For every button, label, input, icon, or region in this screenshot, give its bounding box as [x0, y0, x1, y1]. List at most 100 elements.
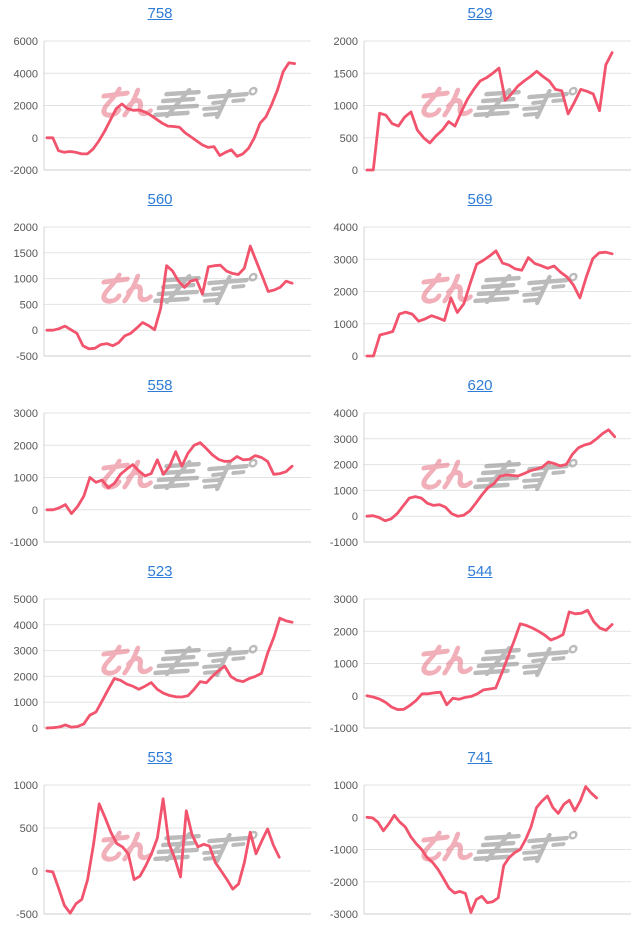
y-tick-label: 2000: [14, 101, 38, 113]
y-tick-label: 0: [32, 133, 38, 145]
chart-title-row: 558: [0, 372, 320, 401]
y-tick-label: -2000: [330, 877, 358, 889]
y-tick-label: 6000: [14, 36, 38, 48]
chart-title-link[interactable]: 758: [147, 5, 173, 22]
y-tick-label: 2000: [334, 287, 358, 299]
y-tick-label: 1000: [14, 473, 38, 485]
chart-plot: 6000 4000 2000 0 -2000: [10, 36, 311, 177]
y-tick-label: -1000: [10, 537, 38, 549]
chart-plot: 2000 1500 1000 500 0 -500: [14, 222, 311, 363]
y-tick-label: -500: [16, 351, 38, 363]
series-line: [365, 428, 617, 523]
chart-plot: 1000 0 -1000 -2000 -3000: [330, 780, 631, 921]
y-tick-label: 0: [352, 812, 358, 824]
y-tick-label: 3000: [334, 254, 358, 266]
y-tick-label: 2000: [334, 460, 358, 472]
series-line: [45, 441, 294, 515]
chart-plot: 1000 500 0 -500: [14, 780, 311, 921]
y-tick-label: 1500: [334, 68, 358, 80]
y-tick-label: 1000: [334, 485, 358, 497]
chart-title-row: 553: [0, 744, 320, 773]
y-tick-label: 1000: [14, 274, 38, 286]
y-tick-label: 0: [352, 511, 358, 523]
y-tick-label: 5000: [14, 594, 38, 606]
y-tick-label: 3000: [14, 646, 38, 658]
y-tick-label: 2000: [14, 222, 38, 234]
y-tick-label: -500: [16, 909, 38, 921]
chart-title-row: 560: [0, 186, 320, 215]
y-tick-label: 0: [352, 165, 358, 177]
y-tick-label: 3000: [334, 594, 358, 606]
chart-cell: 558 3000 2000 1000 0 -1000: [0, 372, 320, 558]
chart-title-link[interactable]: 620: [467, 377, 493, 394]
y-tick-label: 0: [32, 505, 38, 517]
chart-title-link[interactable]: 558: [147, 377, 173, 394]
chart-title-link[interactable]: 553: [147, 749, 173, 766]
y-tick-label: 0: [352, 691, 358, 703]
y-tick-label: -1000: [330, 845, 358, 857]
series-line: [365, 51, 614, 172]
watermark-logo: [100, 88, 257, 117]
y-tick-label: 0: [32, 325, 38, 337]
chart-cell: 529 2000 1500 1000 500 0: [320, 0, 640, 186]
y-tick-label: 0: [32, 866, 38, 878]
chart-title-link[interactable]: 569: [467, 191, 493, 208]
series-line: [365, 785, 599, 914]
series-line: [45, 61, 297, 158]
y-tick-label: 4000: [14, 68, 38, 80]
chart-title-row: 523: [0, 558, 320, 587]
chart-cell: 560 2000 1500 1000 500 0 -500: [0, 186, 320, 372]
chart-cell: 544 3000 2000 1000 0 -1000: [320, 558, 640, 744]
series-line: [365, 249, 614, 358]
y-tick-label: 4000: [14, 620, 38, 632]
y-tick-label: 2000: [14, 440, 38, 452]
chart-title-link[interactable]: 560: [147, 191, 173, 208]
y-tick-label: -2000: [10, 165, 38, 177]
y-tick-label: -1000: [330, 723, 358, 735]
y-tick-label: 500: [340, 133, 358, 145]
watermark-logo: [420, 274, 577, 303]
chart-title-row: 569: [320, 186, 640, 215]
series-line: [45, 244, 294, 351]
chart-cell: 553 1000 500 0 -500: [0, 744, 320, 930]
chart-title-row: 741: [320, 744, 640, 773]
chart-title-row: 758: [0, 0, 320, 29]
y-tick-label: 2000: [14, 671, 38, 683]
chart-cell: 758 6000 4000 2000 0 -2000: [0, 0, 320, 186]
watermark-logo: [420, 88, 577, 117]
y-tick-label: 4000: [334, 222, 358, 234]
series-line: [45, 616, 294, 730]
y-tick-label: 3000: [14, 408, 38, 420]
y-tick-label: 1000: [334, 659, 358, 671]
y-tick-label: 0: [352, 351, 358, 363]
y-tick-label: 1000: [14, 697, 38, 709]
chart-title-link[interactable]: 529: [467, 5, 493, 22]
y-tick-label: 500: [20, 823, 38, 835]
y-tick-label: -3000: [330, 909, 358, 921]
y-tick-label: 1000: [334, 101, 358, 113]
chart-title-link[interactable]: 544: [467, 563, 493, 580]
chart-cell: 741 1000 0 -1000 -2000 -3000: [320, 744, 640, 930]
watermark-logo: [420, 646, 577, 675]
chart-title-link[interactable]: 741: [467, 749, 493, 766]
y-tick-label: 1500: [14, 248, 38, 260]
watermark-logo: [100, 460, 257, 489]
chart-plot: 4000 3000 2000 1000 0: [334, 222, 631, 363]
y-tick-label: 2000: [334, 626, 358, 638]
y-tick-label: 3000: [334, 434, 358, 446]
series-line: [365, 608, 614, 711]
y-tick-label: 1000: [334, 780, 358, 792]
chart-cell: 569 4000 3000 2000 1000 0: [320, 186, 640, 372]
chart-plot: 4000 3000 2000 1000 0 -1000: [330, 408, 631, 549]
y-tick-label: 4000: [334, 408, 358, 420]
chart-plot: 2000 1500 1000 500 0: [334, 36, 631, 177]
series-line: [45, 797, 281, 915]
chart-cell: 620 4000 3000 2000 1000 0 -1000: [320, 372, 640, 558]
chart-cell: 523 5000 4000 3000 2000 1000 0: [0, 558, 320, 744]
y-tick-label: 500: [20, 299, 38, 311]
chart-title-row: 620: [320, 372, 640, 401]
chart-title-link[interactable]: 523: [147, 563, 173, 580]
chart-title-row: 529: [320, 0, 640, 29]
chart-plot: 5000 4000 3000 2000 1000 0: [14, 594, 311, 735]
